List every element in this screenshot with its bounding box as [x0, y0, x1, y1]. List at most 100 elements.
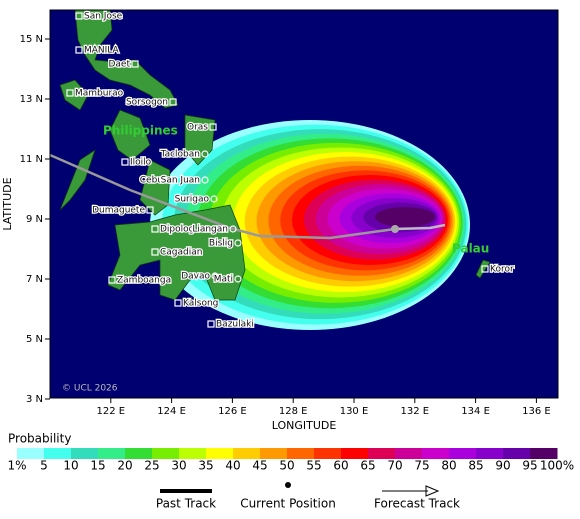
y-tick-label: 13 N	[20, 94, 43, 105]
place-label: San Juan	[161, 176, 200, 186]
legend-title: Probability	[8, 432, 71, 446]
legend-label: Current Position	[240, 497, 336, 511]
place-marker	[207, 320, 215, 328]
place-marker	[75, 46, 83, 54]
credit: © UCL 2026	[62, 384, 118, 394]
place-label: Cagadian	[160, 248, 202, 258]
legend-label: Forecast Track	[374, 497, 460, 511]
legend-label: 75	[414, 459, 429, 473]
legend-swatch	[503, 448, 531, 459]
forecast-track	[394, 223, 446, 231]
x-tick-label: 122 E	[97, 406, 126, 417]
place-label: Dipolog	[160, 225, 194, 235]
y-tick-label: 15 N	[20, 34, 43, 45]
legend-label: 80	[441, 459, 456, 473]
place-marker	[211, 272, 219, 280]
place-label: Oras	[187, 123, 208, 133]
current-position	[391, 225, 399, 233]
legend-swatch	[287, 448, 315, 459]
place-marker	[151, 225, 159, 233]
place-marker	[66, 89, 74, 97]
x-tick-label: 128 E	[279, 406, 308, 417]
legend-label: 60	[333, 459, 348, 473]
legend-swatch	[17, 448, 45, 459]
legend-swatch	[44, 448, 72, 459]
region-label: Philippines	[103, 124, 178, 138]
legend-label: 55	[306, 459, 321, 473]
legend-label: 90	[495, 459, 510, 473]
place-marker	[146, 206, 154, 214]
place-marker	[210, 195, 218, 203]
legend-label: 45	[252, 459, 267, 473]
legend-swatch	[449, 448, 477, 459]
legend-swatch	[341, 448, 369, 459]
place-marker	[108, 276, 116, 284]
legend-label: 40	[225, 459, 240, 473]
legend-label: 65	[360, 459, 375, 473]
legend-swatch	[179, 448, 207, 459]
legend-swatch	[476, 448, 504, 459]
y-tick-label: 5 N	[26, 334, 43, 345]
place-label: Dumaguete	[92, 206, 145, 216]
legend-swatch	[233, 448, 261, 459]
place-marker	[121, 158, 129, 166]
x-tick-label: 130 E	[340, 406, 369, 417]
legend-label: 10	[63, 459, 78, 473]
place-marker	[174, 299, 182, 307]
place-marker	[151, 248, 159, 256]
legend-swatch	[422, 448, 450, 459]
place-label: Tacloban	[160, 150, 200, 160]
legend-swatch	[152, 448, 180, 459]
legend-label: 5	[40, 459, 48, 473]
place-marker	[201, 150, 209, 158]
place-marker	[169, 98, 177, 106]
legend-label: 15	[90, 459, 105, 473]
place-marker	[209, 123, 217, 131]
place-marker	[75, 12, 83, 20]
legend-label: 25	[144, 459, 159, 473]
place-marker	[201, 176, 209, 184]
place-marker	[229, 225, 237, 233]
x-tick-label: 124 E	[157, 406, 186, 417]
legend-swatch	[71, 448, 99, 459]
legend-swatch	[98, 448, 126, 459]
legend-label: Past Track	[156, 497, 216, 511]
legend-swatch	[125, 448, 153, 459]
y-tick-label: 11 N	[20, 154, 43, 165]
land	[59, 9, 491, 301]
legend-label: 85	[468, 459, 483, 473]
legend-label: 95	[522, 459, 537, 473]
y-tick-label: 7 N	[26, 274, 43, 285]
probability-zone	[375, 207, 435, 227]
place-marker	[164, 176, 172, 184]
legend-swatch	[530, 448, 558, 459]
legend-label: 35	[198, 459, 213, 473]
legend-label: 20	[117, 459, 132, 473]
past-track	[49, 153, 396, 240]
place-label: Iloilo	[130, 158, 152, 168]
place-label: Mamburao	[75, 89, 124, 99]
place-label: Daet	[108, 60, 130, 70]
forecast-arrow	[425, 485, 440, 497]
legend-label: 70	[387, 459, 402, 473]
legend-swatch	[395, 448, 423, 459]
x-tick-label: 132 E	[401, 406, 430, 417]
place-marker	[234, 275, 242, 283]
legend-swatch	[314, 448, 342, 459]
region-label: Palau	[452, 242, 489, 256]
y-axis-label: LATITUDE	[1, 177, 14, 230]
y-tick-label: 3 N	[26, 394, 43, 405]
place-marker	[234, 239, 242, 247]
place-label: Sorsogon	[126, 98, 168, 108]
place-label: Liangan	[192, 225, 228, 235]
place-label: Zamboanga	[117, 276, 171, 286]
place-label: Kalsong	[183, 299, 218, 309]
place-marker	[481, 265, 489, 273]
place-label: Koror	[490, 265, 514, 275]
place-label: Cebu	[140, 176, 163, 186]
place-label: San Jose	[84, 12, 123, 22]
x-tick-label: 136 E	[522, 406, 551, 417]
legend-swatch	[368, 448, 396, 459]
place-label: Mati	[214, 275, 233, 285]
